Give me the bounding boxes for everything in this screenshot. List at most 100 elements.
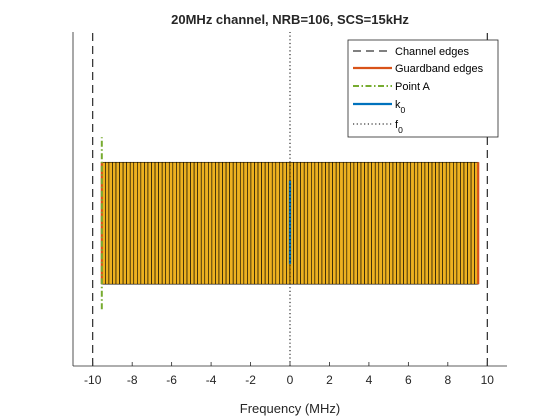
resource-block	[264, 161, 269, 285]
resource-block	[421, 161, 426, 285]
resource-block	[204, 161, 209, 285]
resource-block	[396, 161, 401, 285]
resource-block	[129, 161, 135, 285]
resource-block	[456, 161, 461, 285]
resource-block	[229, 161, 234, 285]
resource-block	[247, 161, 252, 285]
legend-label: Guardband edges	[395, 63, 484, 75]
resource-block	[179, 161, 184, 285]
resource-block	[225, 161, 230, 285]
resource-block	[165, 161, 170, 285]
resource-grid	[101, 161, 479, 285]
resource-block	[186, 161, 191, 285]
x-tick-label: 2	[326, 373, 333, 387]
resource-block	[350, 161, 355, 285]
resource-block	[105, 161, 110, 285]
resource-block	[460, 161, 465, 285]
resource-block	[470, 161, 475, 285]
resource-block	[378, 161, 383, 285]
resource-block	[126, 161, 131, 285]
resource-block	[282, 161, 287, 285]
x-tick-label: 10	[481, 373, 495, 387]
resource-block	[161, 161, 167, 285]
resource-block	[467, 161, 472, 285]
resource-block	[417, 161, 422, 285]
resource-block	[413, 161, 419, 285]
resource-block	[243, 161, 248, 285]
resource-block	[215, 161, 220, 285]
x-tick-label: -8	[127, 373, 138, 387]
resource-block	[200, 161, 206, 285]
resource-block	[364, 161, 369, 285]
resource-block	[222, 161, 227, 285]
resource-block	[147, 161, 152, 285]
resource-block	[193, 161, 198, 285]
legend-label: f0	[395, 119, 403, 135]
resource-block	[211, 161, 216, 285]
resource-block	[335, 161, 341, 285]
resource-block	[382, 161, 387, 285]
resource-block	[133, 161, 138, 285]
x-tick-label: -6	[166, 373, 177, 387]
resource-block	[325, 161, 330, 285]
resource-block	[318, 161, 323, 285]
resource-block	[268, 161, 273, 285]
resource-block	[453, 161, 458, 285]
x-tick-label: 0	[287, 373, 294, 387]
resource-block	[360, 161, 365, 285]
resource-block	[137, 161, 142, 285]
x-tick-label: 6	[405, 373, 412, 387]
x-axis-label: Frequency (MHz)	[240, 401, 340, 416]
legend-box	[347, 39, 499, 138]
resource-block	[445, 161, 451, 285]
resource-block	[144, 161, 149, 285]
resource-block	[342, 161, 348, 285]
resource-block	[371, 161, 376, 285]
resource-block	[353, 161, 358, 285]
resource-block	[257, 161, 262, 285]
chart-title: 20MHz channel, NRB=106, SCS=15kHz	[171, 12, 409, 27]
resource-block	[279, 161, 284, 285]
resource-block	[112, 161, 117, 285]
resource-block	[239, 161, 245, 285]
resource-block	[374, 161, 380, 285]
resource-block	[449, 161, 454, 285]
resource-block	[428, 161, 433, 285]
resource-block	[236, 161, 241, 285]
resource-block	[399, 161, 404, 285]
resource-block	[108, 161, 113, 285]
resource-block	[385, 161, 390, 285]
resource-block	[208, 161, 213, 285]
legend-label: Point A	[395, 81, 431, 93]
x-tick-label: -4	[206, 373, 217, 387]
resource-block	[115, 161, 120, 285]
x-tick-label: -10	[84, 373, 102, 387]
resource-block	[392, 161, 397, 285]
resource-block	[250, 161, 255, 285]
resource-block	[232, 161, 238, 285]
resource-block	[293, 161, 298, 285]
legend: Channel edges Guardband edges Point A k0 f0	[347, 39, 499, 138]
resource-block	[303, 161, 309, 285]
x-tick-label: -2	[245, 373, 256, 387]
resource-block	[176, 161, 181, 285]
resource-block	[122, 161, 127, 285]
resource-block	[424, 161, 429, 285]
resource-block	[389, 161, 394, 285]
resource-block	[190, 161, 195, 285]
resource-block	[261, 161, 266, 285]
resource-block	[154, 161, 159, 285]
resource-block	[403, 161, 408, 285]
series-lines	[92, 32, 488, 366]
resource-block	[168, 161, 174, 285]
resource-block	[332, 161, 337, 285]
resource-block	[367, 161, 372, 285]
resource-block	[300, 161, 305, 285]
resource-block	[119, 161, 124, 285]
resource-block	[346, 161, 351, 285]
resource-block	[158, 161, 163, 285]
resource-block	[314, 161, 319, 285]
resource-block	[140, 161, 145, 285]
x-tick-label: 4	[366, 373, 373, 387]
